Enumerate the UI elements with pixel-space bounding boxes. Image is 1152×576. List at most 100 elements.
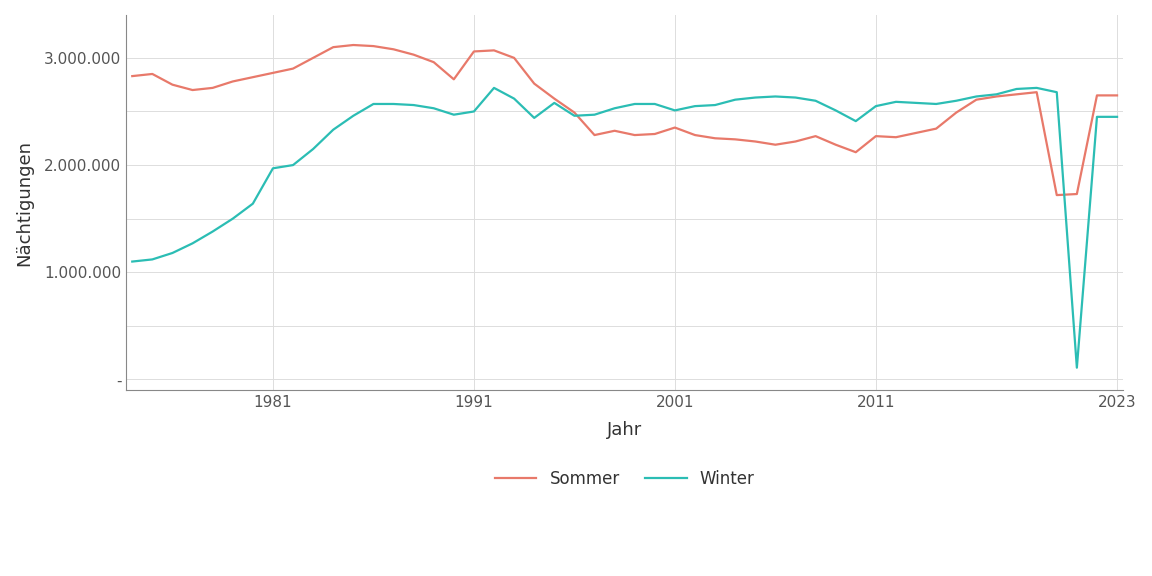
Winter [588,111,601,118]
Sommer [126,73,139,79]
Sommer [749,138,763,145]
Winter [387,101,401,108]
Winter [809,97,823,104]
Sommer [647,131,661,138]
Winter [949,97,963,104]
Sommer [990,93,1003,100]
Winter [487,85,501,92]
Sommer [467,48,480,55]
Winter [628,101,642,108]
Sommer [326,44,340,51]
Sommer [347,41,361,48]
Winter [568,112,582,119]
Sommer [547,95,561,102]
Winter [828,107,842,114]
Sommer [487,47,501,54]
Winter [647,101,661,108]
Sommer [1049,192,1063,199]
Winter [407,101,420,108]
Sommer [909,130,923,137]
Winter [166,249,180,256]
Sommer [1090,92,1104,99]
Sommer [708,135,722,142]
Sommer [1009,91,1023,98]
Sommer [889,134,903,141]
Winter [909,100,923,107]
Winter [849,118,863,124]
Winter [226,215,240,222]
Winter [185,240,199,247]
Winter [145,256,159,263]
Sommer [185,86,199,93]
Winter [930,101,943,108]
Winter [366,101,380,108]
Sommer [568,109,582,116]
Winter [126,258,139,265]
Sommer [1030,89,1044,96]
Sommer [768,141,782,148]
Sommer [1111,92,1124,99]
Sommer [407,51,420,58]
Winter [1090,113,1104,120]
Legend: Sommer, Winter: Sommer, Winter [488,463,761,494]
Sommer [930,125,943,132]
Winter [206,228,220,235]
Sommer [226,78,240,85]
Sommer [166,81,180,88]
Sommer [266,70,280,77]
Winter [306,146,320,153]
Sommer [668,124,682,131]
Winter [347,112,361,119]
Sommer [426,59,440,66]
Line: Sommer: Sommer [132,45,1117,195]
Y-axis label: Nächtigungen: Nächtigungen [15,139,33,266]
Winter [869,103,882,109]
Sommer [949,109,963,116]
Sommer [145,70,159,77]
Winter [1070,364,1084,371]
Sommer [1070,191,1084,198]
Winter [1009,85,1023,92]
Winter [889,98,903,105]
Sommer [528,80,541,87]
Winter [970,93,984,100]
Sommer [809,132,823,139]
Winter [547,100,561,107]
Winter [507,95,521,102]
Sommer [245,74,259,81]
Winter [245,200,259,207]
Winter [768,93,782,100]
Sommer [206,85,220,92]
Sommer [387,46,401,53]
Winter [688,103,702,109]
Sommer [286,65,300,72]
Winter [426,105,440,112]
Sommer [628,131,642,138]
Sommer [789,138,803,145]
Sommer [688,131,702,138]
Winter [789,94,803,101]
Winter [266,165,280,172]
Sommer [849,149,863,156]
Winter [1049,89,1063,96]
Sommer [366,43,380,50]
Sommer [306,54,320,61]
Winter [728,96,742,103]
X-axis label: Jahr: Jahr [607,421,643,439]
Winter [447,111,461,118]
Winter [749,94,763,101]
Winter [990,91,1003,98]
Winter [467,108,480,115]
Sommer [507,54,521,61]
Sommer [970,96,984,103]
Winter [668,107,682,114]
Sommer [828,141,842,148]
Sommer [588,131,601,138]
Winter [286,162,300,169]
Sommer [728,136,742,143]
Winter [708,101,722,108]
Winter [1030,85,1044,92]
Sommer [869,132,882,139]
Winter [326,126,340,133]
Line: Winter: Winter [132,88,1117,367]
